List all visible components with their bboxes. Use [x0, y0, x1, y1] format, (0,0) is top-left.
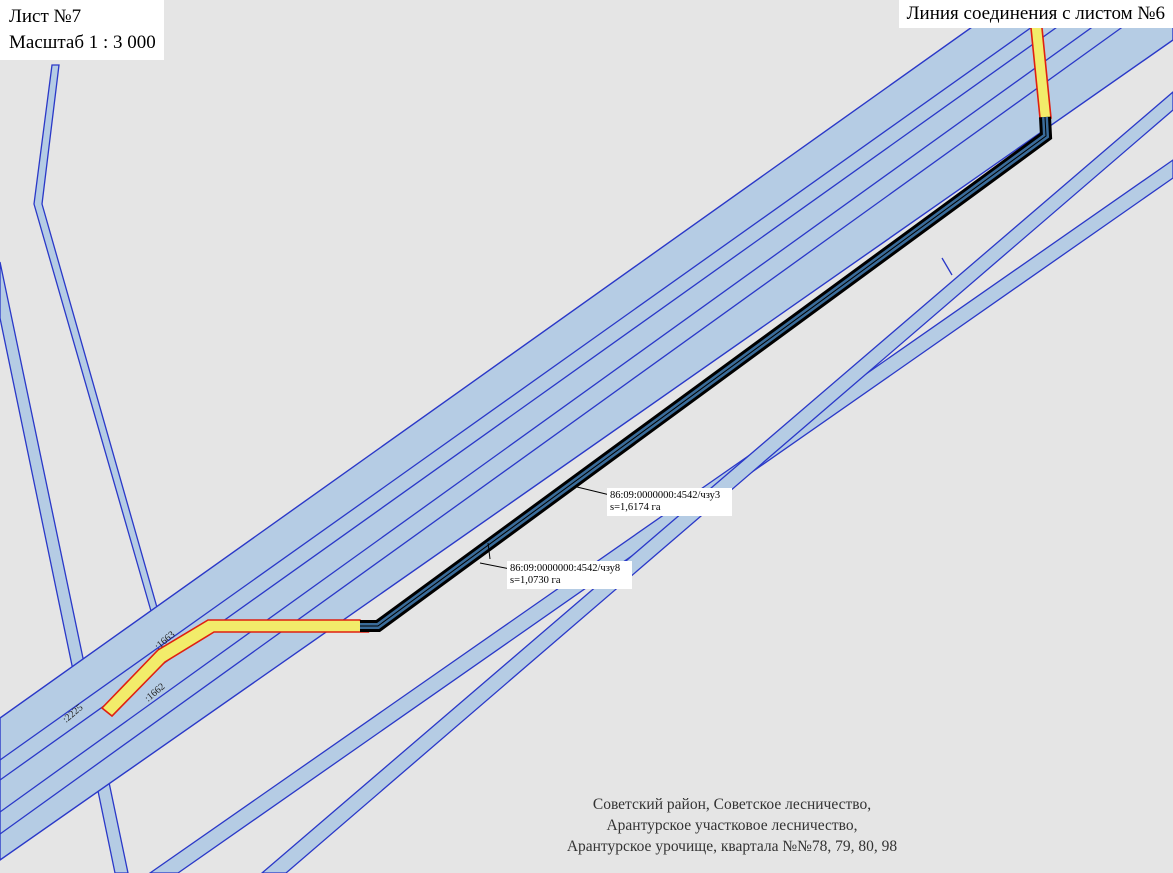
location-description: Советский район, Советское лесничество, …	[482, 794, 982, 857]
corridor-line-3	[0, 0, 1131, 813]
callout-area: s=1,0730 га	[510, 575, 561, 586]
leader-line-chzu8	[479, 562, 511, 570]
location-line-3: Арантурское урочище, квартала №№78, 79, …	[566, 838, 898, 855]
sheet-title: Лист №7	[9, 6, 82, 27]
corridor-line-1	[0, 0, 1071, 761]
callout-cadastral: 86:09:0000000:4542/чзу3	[610, 490, 721, 501]
location-line-2: Арантурское участковое лесничество,	[606, 817, 858, 834]
leader-line-chzu3	[576, 486, 611, 496]
callout-cadastral: 86:09:0000000:4542/чзу8	[510, 563, 621, 574]
pipeline-axis	[360, 116, 1047, 627]
lower-corridor-strip-2	[261, 91, 1173, 873]
callout-area: s=1,6174 га	[610, 502, 661, 513]
sheet-title-box: Лист №7 Масштаб 1 : 3 000	[0, 0, 164, 60]
corridor-line-4	[0, 0, 1161, 835]
location-line-1: Советский район, Советское лесничество,	[592, 796, 872, 813]
map-scale: Масштаб 1 : 3 000	[9, 32, 156, 53]
callout-chzu8: 86:09:0000000:4542/чзу8 s=1,0730 га	[507, 561, 633, 589]
division-tick	[487, 542, 491, 560]
connection-line-label: Линия соединения с листом №6	[898, 0, 1173, 28]
callout-chzu3: 86:09:0000000:4542/чзу3 s=1,6174 га	[607, 488, 733, 516]
strip-crossing-mark	[941, 257, 953, 276]
